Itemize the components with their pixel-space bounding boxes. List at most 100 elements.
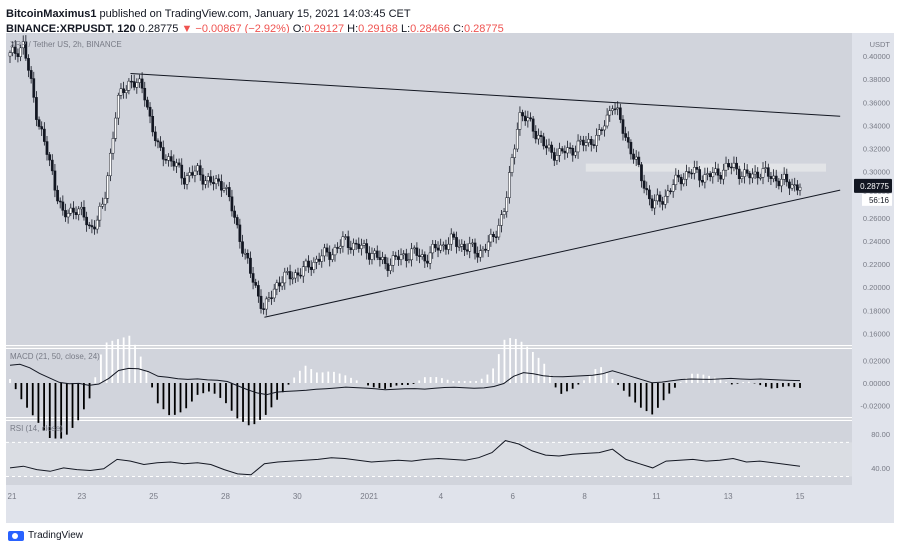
- candle-body: [465, 249, 469, 252]
- author-name[interactable]: BitcoinMaximus1: [6, 8, 97, 20]
- candle-body: [291, 277, 295, 280]
- candle-body: [674, 174, 678, 185]
- descending-trendline: [130, 72, 841, 117]
- candle-body: [666, 190, 670, 197]
- time-tick: 4: [439, 492, 444, 501]
- chart-header: BitcoinMaximus1 published on TradingView…: [6, 8, 886, 36]
- candle-body: [478, 250, 482, 258]
- candle-body: [294, 272, 297, 279]
- candle-body: [671, 184, 675, 192]
- candle-body: [394, 255, 398, 257]
- macd-line: [9, 363, 801, 396]
- candle-body: [286, 271, 289, 273]
- candle-body: [383, 256, 387, 264]
- price-tick: 0.20000: [863, 283, 890, 292]
- candle-body: [497, 225, 501, 238]
- rsi-tick: 40.00: [871, 464, 890, 473]
- candle-body: [708, 173, 712, 178]
- candle-body: [103, 197, 107, 205]
- price-change: ▼ −0.00867 (−2.92%): [181, 23, 290, 35]
- candle-body: [21, 41, 25, 49]
- candle-body: [761, 168, 765, 178]
- chart-svg[interactable]: XRP / Tether US, 2h, BINANCE 0.40000 0.380…: [6, 33, 894, 523]
- candle-body: [618, 107, 622, 120]
- candle-body: [8, 52, 12, 57]
- candle-body: [122, 88, 125, 93]
- candle-body: [373, 250, 376, 254]
- candle-body: [484, 248, 487, 251]
- candle-body: [500, 214, 503, 226]
- candle-body: [756, 171, 760, 179]
- candle-body: [259, 295, 263, 309]
- candle-body: [600, 129, 604, 131]
- last-price: 0.28775: [138, 23, 179, 35]
- macd-pane-bg: [6, 349, 852, 417]
- candle-body: [410, 248, 413, 261]
- candle-body: [143, 87, 147, 101]
- candle-body: [389, 265, 392, 271]
- candle-body: [98, 206, 102, 221]
- candle-body: [375, 250, 379, 258]
- candle-body: [243, 252, 247, 255]
- candle-body: [95, 219, 99, 230]
- low-value: 0.28466: [410, 23, 450, 35]
- candle-body: [349, 247, 353, 250]
- candle-body: [238, 224, 242, 242]
- candle-body: [737, 168, 741, 179]
- candle-body: [555, 155, 559, 161]
- candle-body: [748, 173, 752, 179]
- candle-body: [251, 273, 255, 283]
- candle-body: [751, 173, 754, 179]
- candle-body: [793, 184, 797, 186]
- candle-body: [571, 148, 575, 156]
- candle-body: [323, 247, 326, 257]
- candle-body: [436, 247, 440, 251]
- candle-body: [212, 182, 215, 185]
- candle-body: [685, 171, 688, 180]
- close-label: C:: [452, 23, 464, 35]
- candle-body: [45, 141, 49, 155]
- chart-container[interactable]: XRP / Tether US, 2h, BINANCE 0.40000 0.380…: [6, 33, 894, 523]
- candle-body: [72, 207, 75, 213]
- candle-body: [201, 174, 205, 185]
- candle-body: [605, 114, 609, 127]
- candle-body: [193, 170, 197, 176]
- candle-body: [370, 253, 374, 260]
- time-axis-bg: [6, 485, 852, 523]
- candle-body: [745, 169, 749, 174]
- candle-body: [225, 187, 229, 189]
- candle-body: [759, 177, 762, 179]
- candle-body: [552, 152, 556, 161]
- candle-body: [241, 241, 244, 254]
- footer-brand[interactable]: TradingView: [28, 530, 84, 541]
- candle-body: [648, 189, 651, 200]
- candle-body: [175, 162, 178, 167]
- candle-body: [772, 175, 775, 179]
- candle-body: [798, 186, 802, 191]
- macd-histogram-group: [9, 335, 801, 439]
- candle-body: [537, 135, 540, 140]
- candle-body: [198, 165, 202, 176]
- candle-body: [404, 253, 408, 261]
- candle-body: [209, 176, 213, 183]
- candle-body: [58, 200, 62, 203]
- time-tick: 8: [582, 492, 587, 501]
- candle-body: [642, 180, 646, 189]
- candle-body: [185, 175, 189, 185]
- candle-body: [135, 82, 139, 88]
- candle-body: [634, 156, 638, 160]
- tradingview-logo-icon[interactable]: [8, 530, 24, 541]
- candle-body: [774, 175, 778, 182]
- candle-body: [566, 147, 569, 154]
- candle-body: [629, 141, 633, 155]
- candle-body: [235, 217, 239, 226]
- candle-body: [415, 247, 419, 256]
- time-tick: 13: [724, 492, 733, 501]
- price-tick: 0.24000: [863, 237, 890, 246]
- candle-body: [280, 282, 284, 287]
- candle-body: [114, 117, 118, 139]
- candle-body: [307, 260, 310, 268]
- candle-body: [494, 236, 498, 239]
- candle-body: [11, 46, 14, 53]
- candle-body: [468, 243, 472, 252]
